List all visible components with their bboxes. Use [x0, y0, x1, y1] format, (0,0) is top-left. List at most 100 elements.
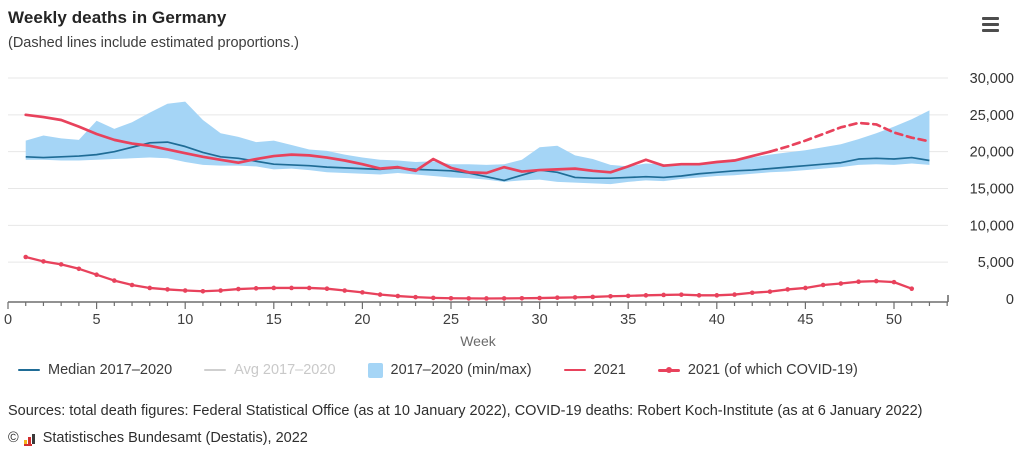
covid-data-point	[58, 262, 64, 267]
legend-label: Median 2017–2020	[48, 362, 173, 378]
covid-data-point	[608, 293, 613, 299]
covid-data-point	[732, 292, 737, 297]
legend-label: 2021	[593, 362, 626, 378]
covid-data-point	[891, 279, 897, 285]
covid-data-point	[625, 293, 631, 299]
covid-data-point	[94, 272, 99, 277]
covid-data-point	[590, 294, 596, 300]
legend-label: 2021 (of which COVID-19)	[687, 362, 858, 378]
covid-data-point	[696, 293, 702, 298]
covid-data-point	[448, 295, 454, 301]
covid-data-point	[271, 285, 277, 291]
legend-item-2021[interactable]: 2021	[563, 362, 626, 378]
destatis-logo-icon	[23, 433, 35, 446]
legend-label: Avg 2017–2020	[234, 362, 336, 378]
covid-data-point	[679, 292, 684, 297]
y-axis-tick-label: 30,000	[970, 71, 1014, 87]
covid-data-point	[572, 295, 578, 300]
x-axis-tick-label: 20	[354, 312, 370, 328]
covid-data-point	[360, 290, 365, 295]
series-covid-line	[25, 255, 913, 300]
covid-data-point	[41, 259, 46, 264]
x-axis-tick-label: 50	[886, 312, 902, 328]
covid-data-point	[395, 293, 401, 299]
legend: Median 2017–2020 Avg 2017–2020 2017–2020…	[18, 362, 858, 378]
line-2021-swatch-icon	[563, 369, 586, 371]
sources-note: Sources: total death figures: Federal St…	[8, 403, 923, 419]
copyright-symbol: ©	[8, 430, 19, 446]
covid-line-swatch-icon	[657, 366, 680, 374]
x-axis-tick-label: 45	[797, 312, 813, 328]
covid-data-point	[537, 295, 542, 301]
x-axis-tick-label: 30	[532, 312, 548, 328]
covid-data-point	[165, 287, 170, 292]
x-axis-tick-label: 25	[443, 312, 459, 328]
menu-bar	[982, 28, 999, 32]
y-axis-tick-label: 15,000	[970, 181, 1014, 197]
chart-subtitle: (Dashed lines include estimated proporti…	[8, 35, 299, 51]
band-swatch-icon	[367, 362, 383, 378]
covid-data-point	[909, 286, 915, 291]
covid-data-point	[767, 289, 773, 294]
y-axis-tick-label: 25,000	[970, 108, 1014, 124]
series-2021-line-dashed	[768, 121, 931, 154]
hamburger-menu-icon[interactable]	[982, 13, 1004, 35]
covid-data-point	[466, 296, 472, 301]
y-axis-tick-label: 0	[1006, 292, 1014, 308]
page-title: Weekly deaths in Germany	[8, 8, 227, 27]
covid-data-point	[661, 292, 666, 298]
x-axis-tick-label: 0	[4, 312, 12, 328]
covid-data-point	[236, 286, 241, 292]
covid-data-point	[484, 296, 489, 301]
covid-data-point	[342, 288, 347, 293]
covid-data-point	[856, 279, 861, 284]
menu-bar	[982, 22, 999, 26]
covid-data-point	[377, 292, 383, 297]
menu-bar	[982, 16, 999, 20]
covid-data-point	[519, 295, 525, 301]
covid-data-point	[714, 293, 720, 298]
y-axis-tick-label: 20,000	[970, 145, 1014, 161]
covid-data-point	[785, 287, 790, 292]
covid-data-point	[129, 282, 135, 288]
covid-data-point	[501, 296, 507, 301]
legend-item-median[interactable]: Median 2017–2020	[18, 362, 172, 378]
covid-data-point	[289, 285, 294, 291]
covid-data-point	[76, 266, 82, 272]
legend-item-2021-covid[interactable]: 2021 (of which COVID-19)	[657, 362, 858, 378]
copyright-text: Statistisches Bundesamt (Destatis), 2022	[42, 430, 308, 446]
y-axis-tick-label: 10,000	[970, 218, 1014, 234]
covid-data-point	[430, 295, 436, 301]
covid-data-point	[147, 285, 153, 291]
y-axis-tick-label: 5,000	[978, 255, 1014, 271]
covid-data-point	[413, 294, 418, 300]
series-2021-line-solid	[24, 113, 772, 175]
covid-data-point	[820, 282, 826, 288]
covid-data-point	[182, 288, 188, 293]
covid-data-point	[324, 286, 330, 291]
legend-item-avg[interactable]: Avg 2017–2020	[204, 362, 336, 378]
x-axis-tick-label: 40	[709, 312, 725, 328]
covid-data-point	[23, 254, 29, 260]
covid-data-point	[555, 295, 560, 300]
covid-data-point	[218, 288, 223, 293]
covid-data-point	[838, 281, 844, 286]
covid-data-point	[873, 278, 879, 284]
avg-line-swatch-icon	[204, 369, 227, 371]
covid-data-point	[643, 293, 649, 298]
covid-data-point	[803, 285, 808, 291]
legend-item-minmax-band[interactable]: 2017–2020 (min/max)	[367, 362, 532, 378]
chart-plot-area: 0 5,000 10,000 15,000 20,000 25,000 30,000 0 5 10…	[4, 71, 1014, 349]
median-line-swatch-icon	[18, 369, 40, 371]
copyright-note: © Statistisches Bundesamt (Destatis), 20…	[8, 430, 308, 446]
x-axis-tick-label: 5	[93, 312, 101, 328]
covid-data-point	[306, 285, 312, 291]
covid-data-point	[253, 286, 259, 291]
x-axis-tick-label: 10	[177, 312, 193, 328]
x-axis-tick-label: 35	[620, 312, 636, 328]
covid-data-point	[200, 288, 206, 294]
x-axis-title: Week	[460, 333, 497, 349]
series-median-line	[25, 141, 930, 182]
x-axis-tick-label: 15	[266, 312, 282, 328]
